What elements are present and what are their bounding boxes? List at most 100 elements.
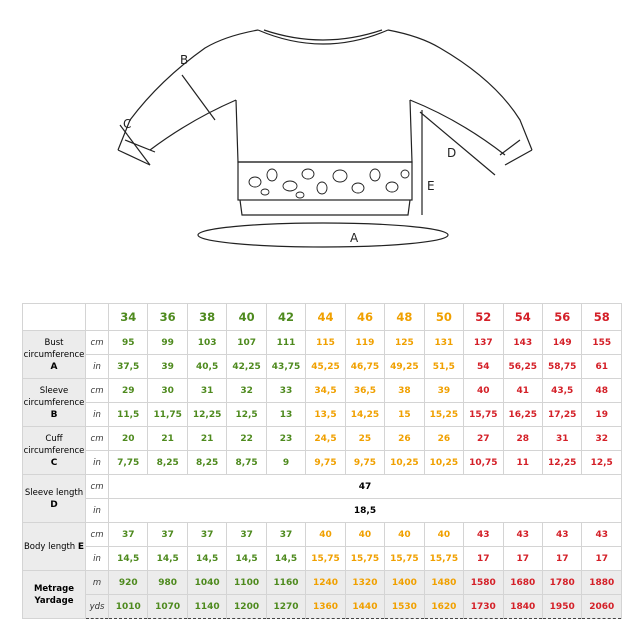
value: 1240 bbox=[305, 570, 346, 595]
value: 43,5 bbox=[541, 378, 583, 403]
label-text: Bust circumference bbox=[23, 337, 85, 360]
label-letter: B bbox=[50, 409, 58, 420]
measure-label: C bbox=[123, 117, 131, 131]
value: 1070 bbox=[147, 594, 188, 619]
measure-lines bbox=[119, 74, 496, 215]
value: 137 bbox=[463, 330, 504, 355]
label-text: Cuff circumference bbox=[23, 433, 85, 456]
value: 23 bbox=[265, 426, 307, 451]
blank-cell bbox=[22, 303, 86, 331]
value: 9,75 bbox=[344, 450, 386, 475]
value: 37 bbox=[265, 522, 307, 547]
size-header: 52 bbox=[463, 303, 504, 331]
value: 15,25 bbox=[423, 402, 465, 427]
value: 43 bbox=[502, 522, 543, 547]
value: 37 bbox=[107, 522, 149, 547]
value: 107 bbox=[226, 330, 267, 355]
value: 11 bbox=[502, 450, 543, 475]
value: 58,75 bbox=[541, 354, 583, 379]
value: 43 bbox=[541, 522, 583, 547]
pocket-dots bbox=[248, 168, 410, 199]
value: 17,25 bbox=[541, 402, 583, 427]
value: 149 bbox=[541, 330, 583, 355]
value: 9 bbox=[265, 450, 307, 475]
value: 43,75 bbox=[265, 354, 307, 379]
value: 103 bbox=[186, 330, 228, 355]
size-header: 40 bbox=[226, 303, 267, 331]
value: 42,25 bbox=[226, 354, 267, 379]
value: 25 bbox=[344, 426, 386, 451]
value: 920 bbox=[107, 570, 149, 595]
value: 40 bbox=[305, 522, 346, 547]
value: 26 bbox=[423, 426, 465, 451]
value: 1400 bbox=[384, 570, 425, 595]
measure-label: B bbox=[180, 53, 188, 67]
value: 1160 bbox=[265, 570, 307, 595]
value: 95 bbox=[107, 330, 149, 355]
value: 9,75 bbox=[305, 450, 346, 475]
value: 14,25 bbox=[344, 402, 386, 427]
value: 14,5 bbox=[265, 546, 307, 571]
data-row: in 18,5 bbox=[23, 498, 622, 523]
value: 40 bbox=[463, 378, 504, 403]
value: 1040 bbox=[186, 570, 228, 595]
value: 45,25 bbox=[305, 354, 346, 379]
value: 13 bbox=[265, 402, 307, 427]
size-header: 46 bbox=[344, 303, 386, 331]
unit: cm bbox=[85, 522, 109, 547]
size-header: 56 bbox=[541, 303, 583, 331]
value: 143 bbox=[502, 330, 543, 355]
value: 8,25 bbox=[186, 450, 228, 475]
value: 1730 bbox=[463, 594, 504, 619]
value: 1320 bbox=[344, 570, 386, 595]
value: 14,5 bbox=[147, 546, 188, 571]
value: 1840 bbox=[502, 594, 543, 619]
value: 11,5 bbox=[107, 402, 149, 427]
value: 1440 bbox=[344, 594, 386, 619]
value: 47 bbox=[108, 474, 622, 499]
value: 980 bbox=[147, 570, 188, 595]
value: 1270 bbox=[265, 594, 307, 619]
value: 48 bbox=[581, 378, 622, 403]
size-header: 58 bbox=[581, 303, 622, 331]
value: 10,75 bbox=[463, 450, 504, 475]
value: 19 bbox=[581, 402, 622, 427]
value: 2060 bbox=[581, 594, 622, 619]
value: 30 bbox=[147, 378, 188, 403]
value: 15,75 bbox=[344, 546, 386, 571]
label-letter: E bbox=[77, 541, 85, 552]
bust-measure bbox=[197, 222, 449, 248]
value: 28 bbox=[502, 426, 543, 451]
size-header: 48 bbox=[384, 303, 425, 331]
value: 41 bbox=[502, 378, 543, 403]
value: 17 bbox=[463, 546, 504, 571]
value: 1680 bbox=[502, 570, 543, 595]
value: 1100 bbox=[226, 570, 267, 595]
data-row: in 11,5 11,75 12,25 12,5 13 13,5 14,25 15 15,25 15… bbox=[23, 402, 622, 427]
value: 36,5 bbox=[344, 378, 386, 403]
data-row: in 14,5 14,5 14,5 14,5 14,5 15,75 15,75 15,75 15,… bbox=[23, 546, 622, 571]
waistband bbox=[239, 199, 411, 216]
value: 1950 bbox=[541, 594, 583, 619]
value: 17 bbox=[581, 546, 622, 571]
value: 12,5 bbox=[226, 402, 267, 427]
value: 1010 bbox=[107, 594, 149, 619]
header-row: 34 36 38 40 42 44 46 48 50 52 54 56 58 bbox=[22, 303, 622, 331]
value: 37 bbox=[186, 522, 228, 547]
value: 37 bbox=[147, 522, 188, 547]
unit: cm bbox=[85, 330, 109, 355]
label-text: Sleeve circumference bbox=[23, 385, 85, 408]
value: 34,5 bbox=[305, 378, 346, 403]
value: 10,25 bbox=[384, 450, 425, 475]
pocket-panel bbox=[237, 161, 413, 201]
value: 40,5 bbox=[186, 354, 228, 379]
value: 39 bbox=[423, 378, 465, 403]
value: 11,75 bbox=[147, 402, 188, 427]
unit: cm bbox=[85, 378, 109, 403]
value: 1530 bbox=[384, 594, 425, 619]
size-header: 54 bbox=[502, 303, 543, 331]
sweater-diagram: A B C D E bbox=[117, 29, 533, 248]
